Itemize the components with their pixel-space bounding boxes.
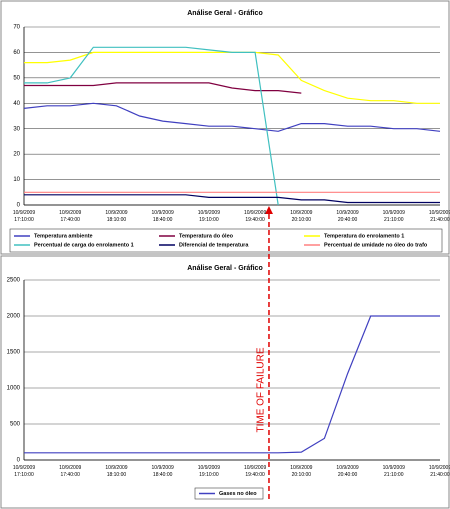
legend-label: Temperatura do enrolamento 1 <box>324 233 404 239</box>
x-tick-label: 10/9/2009 18:40:00 <box>151 465 174 478</box>
y-tick-label: 0 <box>17 458 21 464</box>
y-tick-label: 500 <box>10 422 21 428</box>
panel-1 <box>0 0 450 255</box>
annotation: TIME OF FAILURE <box>256 347 267 432</box>
x-tick-label: 10/9/2009 17:40:00 <box>59 465 82 478</box>
series-line <box>24 315 440 454</box>
legend-box <box>9 228 443 253</box>
x-tick-label: 10/9/2009 18:10:00 <box>105 465 128 478</box>
legend-label: Gases no óleo <box>219 491 257 497</box>
chart-title: Análise Geral - Gráfico <box>187 10 262 17</box>
y-tick-label: 50 <box>13 75 20 81</box>
y-tick-label: 40 <box>13 101 20 107</box>
x-tick-label: 10/9/2009 20:40:00 <box>336 210 359 223</box>
x-tick-label: 10/9/2009 20:40:00 <box>336 465 359 478</box>
series-line <box>24 194 440 204</box>
y-tick-label: 2000 <box>7 314 21 320</box>
x-tick-label: 10/9/2009 21:10:00 <box>382 210 405 223</box>
legend-label: Percentual de umidade no óleo do trafo <box>324 242 428 248</box>
x-tick-label: 10/9/2009 17:40:00 <box>59 210 82 223</box>
x-tick-label: 10/9/2009 21:40:00 <box>428 465 450 478</box>
panel-2 <box>0 255 450 509</box>
series-line <box>24 46 279 206</box>
failure-arrow <box>264 206 273 214</box>
y-tick-label: 1500 <box>7 350 21 356</box>
x-tick-label: 10/9/2009 20:10:00 <box>290 465 313 478</box>
y-tick-label: 30 <box>13 126 20 132</box>
y-tick-label: 70 <box>13 25 20 31</box>
x-tick-label: 10/9/2009 19:40:00 <box>243 465 267 478</box>
x-tick-label: 10/9/2009 19:10:00 <box>197 465 220 478</box>
x-tick-label: 10/9/2009 17:10:00 <box>12 465 36 478</box>
chart-title: Análise Geral - Gráfico <box>187 265 262 272</box>
legend-label: Diferencial de temperatura <box>179 242 249 248</box>
x-tick-label: 10/9/2009 21:40:00 <box>428 210 450 223</box>
series-line <box>24 82 302 94</box>
legend-label: Temperatura ambiente <box>34 233 93 239</box>
y-tick-label: 1000 <box>7 386 21 392</box>
x-tick-label: 10/9/2009 19:10:00 <box>197 210 220 223</box>
x-tick-label: 10/9/2009 17:10:00 <box>12 210 36 223</box>
x-tick-label: 10/9/2009 21:10:00 <box>382 465 405 478</box>
x-tick-label: 10/9/2009 18:10:00 <box>105 210 128 223</box>
series-line <box>23 102 441 132</box>
y-tick-label: 20 <box>13 152 20 158</box>
x-tick-label: 10/9/2009 20:10:00 <box>290 210 313 223</box>
legend-label: Temperatura do óleo <box>179 233 234 239</box>
legend-label: Percentual de carga do enrolamento 1 <box>34 242 134 248</box>
y-tick-label: 2500 <box>7 278 21 284</box>
y-tick-label: 10 <box>13 177 20 183</box>
y-tick-label: 60 <box>13 50 20 56</box>
legend-box <box>194 487 264 500</box>
x-tick-label: 10/9/2009 18:40:00 <box>151 210 174 223</box>
x-tick-label: 10/9/2009 19:40:00 <box>243 210 267 223</box>
y-tick-label: 0 <box>17 203 21 209</box>
